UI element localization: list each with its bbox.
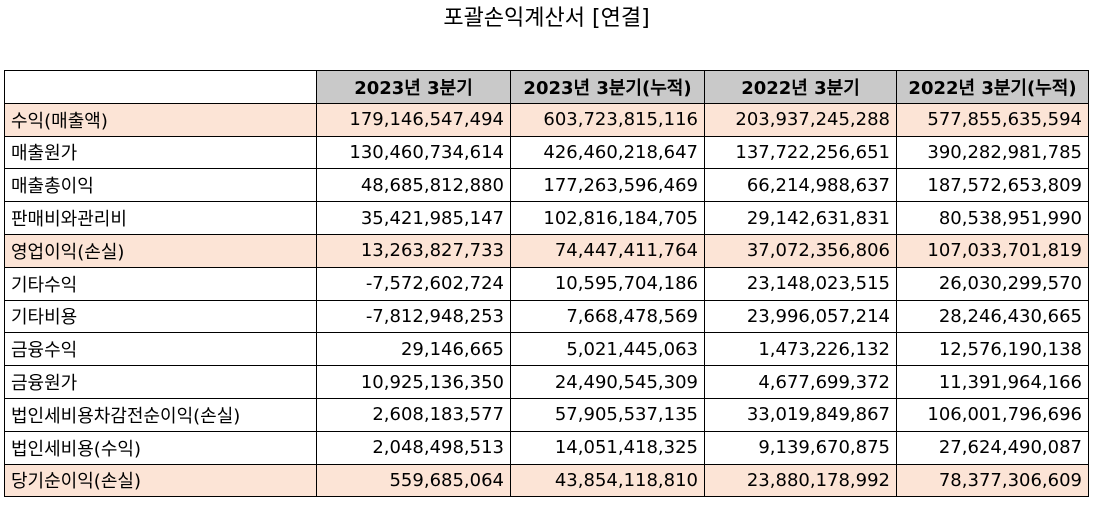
- table-row: 매출원가 130,460,734,614 426,460,218,647 137,72…: [4, 135, 1089, 170]
- value-cell: -7,812,948,253: [316, 299, 511, 334]
- value-cell: 27,624,490,087: [896, 430, 1089, 465]
- value-cell: 106,001,796,696: [896, 397, 1089, 432]
- row-label: 기타수익: [4, 266, 317, 301]
- table-row: 법인세비용차감전순이익(손실) 2,608,183,577 57,905,537,1…: [4, 397, 1089, 432]
- value-cell: 37,072,356,806: [704, 233, 897, 268]
- row-label: 판매비와관리비: [4, 201, 317, 235]
- row-label: 영업이익(손실): [4, 233, 317, 268]
- value-cell: 12,576,190,138: [896, 332, 1089, 367]
- value-cell: 10,595,704,186: [510, 266, 705, 301]
- value-cell: 35,421,985,147: [316, 201, 511, 235]
- value-cell: 179,146,547,494: [316, 102, 511, 137]
- value-cell: 177,263,596,469: [510, 168, 705, 203]
- value-cell: 13,263,827,733: [316, 233, 511, 268]
- value-cell: 33,019,849,867: [704, 397, 897, 432]
- value-cell: 137,722,256,651: [704, 135, 897, 170]
- value-cell: 24,490,545,309: [510, 365, 705, 399]
- value-cell: 80,538,951,990: [896, 201, 1089, 235]
- value-cell: 102,816,184,705: [510, 201, 705, 235]
- value-cell: 78,377,306,609: [896, 463, 1089, 498]
- row-label: 수익(매출액): [4, 102, 317, 137]
- value-cell: 74,447,411,764: [510, 233, 705, 268]
- value-cell: 26,030,299,570: [896, 266, 1089, 301]
- header-cell-2023-q3-cumulative: 2023년 3분기(누적): [510, 70, 705, 104]
- row-label: 금융원가: [4, 365, 317, 399]
- table-row: 영업이익(손실) 13,263,827,733 74,447,411,764 37,0…: [4, 233, 1089, 268]
- table-row: 판매비와관리비 35,421,985,147 102,816,184,705 29,1…: [4, 201, 1089, 235]
- value-cell: 1,473,226,132: [704, 332, 897, 367]
- value-cell: 577,855,635,594: [896, 102, 1089, 137]
- value-cell: 603,723,815,116: [510, 102, 705, 137]
- value-cell: 559,685,064: [316, 463, 511, 498]
- table-row: 기타수익 -7,572,602,724 10,595,704,186 23,148,0…: [4, 266, 1089, 301]
- table-header-row: 2023년 3분기 2023년 3분기(누적) 2022년 3분기 2022년 …: [4, 70, 1089, 104]
- table-row: 당기순이익(손실) 559,685,064 43,854,118,810 23,880…: [4, 463, 1089, 498]
- table-row: 금융수익 29,146,665 5,021,445,063 1,473,226,132…: [4, 332, 1089, 367]
- table-row: 매출총이익 48,685,812,880 177,263,596,469 66,214…: [4, 168, 1089, 203]
- row-label: 매출총이익: [4, 168, 317, 203]
- row-label: 법인세비용(수익): [4, 430, 317, 465]
- header-cell-2023-q3: 2023년 3분기: [316, 70, 511, 104]
- value-cell: 5,021,445,063: [510, 332, 705, 367]
- row-label: 당기순이익(손실): [4, 463, 317, 498]
- value-cell: 107,033,701,819: [896, 233, 1089, 268]
- value-cell: 29,142,631,831: [704, 201, 897, 235]
- value-cell: 43,854,118,810: [510, 463, 705, 498]
- page-title: 포괄손익계산서 [연결]: [443, 6, 650, 31]
- row-label: 매출원가: [4, 135, 317, 170]
- value-cell: 130,460,734,614: [316, 135, 511, 170]
- value-cell: 14,051,418,325: [510, 430, 705, 465]
- header-cell-blank: [4, 70, 317, 104]
- value-cell: 11,391,964,166: [896, 365, 1089, 399]
- value-cell: 2,048,498,513: [316, 430, 511, 465]
- table-row: 수익(매출액) 179,146,547,494 603,723,815,116 203…: [4, 102, 1089, 137]
- value-cell: 66,214,988,637: [704, 168, 897, 203]
- value-cell: 23,148,023,515: [704, 266, 897, 301]
- row-label: 법인세비용차감전순이익(손실): [4, 397, 317, 432]
- value-cell: -7,572,602,724: [316, 266, 511, 301]
- value-cell: 10,925,136,350: [316, 365, 511, 399]
- header-cell-2022-q3-cumulative: 2022년 3분기(누적): [896, 70, 1089, 104]
- income-statement-table: 2023년 3분기 2023년 3분기(누적) 2022년 3분기 2022년 …: [4, 70, 1089, 498]
- value-cell: 390,282,981,785: [896, 135, 1089, 170]
- value-cell: 48,685,812,880: [316, 168, 511, 203]
- value-cell: 28,246,430,665: [896, 299, 1089, 334]
- row-label: 기타비용: [4, 299, 317, 334]
- value-cell: 57,905,537,135: [510, 397, 705, 432]
- table-row: 기타비용 -7,812,948,253 7,668,478,569 23,996,05…: [4, 299, 1089, 334]
- value-cell: 7,668,478,569: [510, 299, 705, 334]
- value-cell: 2,608,183,577: [316, 397, 511, 432]
- value-cell: 187,572,653,809: [896, 168, 1089, 203]
- value-cell: 29,146,665: [316, 332, 511, 367]
- header-cell-2022-q3: 2022년 3분기: [704, 70, 897, 104]
- value-cell: 23,880,178,992: [704, 463, 897, 498]
- value-cell: 9,139,670,875: [704, 430, 897, 465]
- row-label: 금융수익: [4, 332, 317, 367]
- value-cell: 23,996,057,214: [704, 299, 897, 334]
- table-row: 법인세비용(수익) 2,048,498,513 14,051,418,325 9,13…: [4, 430, 1089, 465]
- table-row: 금융원가 10,925,136,350 24,490,545,309 4,677,69…: [4, 365, 1089, 399]
- value-cell: 4,677,699,372: [704, 365, 897, 399]
- value-cell: 426,460,218,647: [510, 135, 705, 170]
- value-cell: 203,937,245,288: [704, 102, 897, 137]
